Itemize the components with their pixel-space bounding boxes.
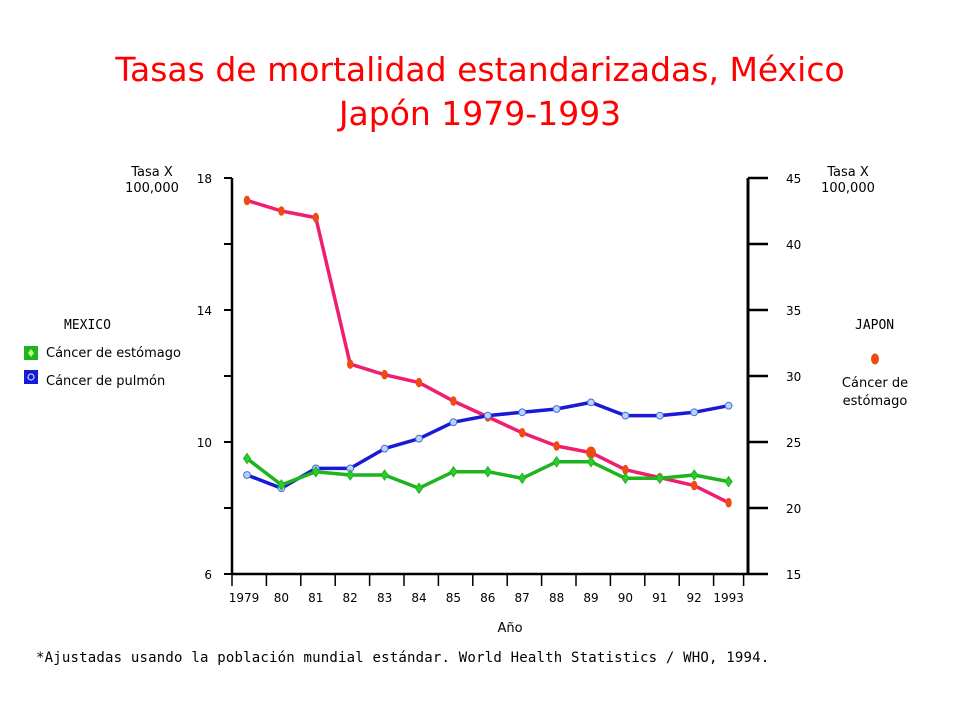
- data-point-mexico-lung: [552, 405, 561, 413]
- data-point-mexico-stomach: [311, 465, 320, 478]
- legend-stomach-swatch: [24, 346, 38, 360]
- right-axis-label-line2: 100,000: [821, 181, 875, 196]
- right-axis-tick-label: 40: [786, 238, 801, 252]
- data-point-mexico-stomach: [586, 455, 596, 468]
- legend-japan-item-line1: Cáncer de: [841, 376, 909, 391]
- footnote: *Ajustadas usando la población mundial e…: [36, 650, 770, 666]
- data-point-japan-stomach: [278, 206, 285, 216]
- data-point-mexico-stomach: [724, 475, 733, 488]
- data-point-japan-stomach: [415, 377, 423, 388]
- legend-mexico-stomach-label: Cáncer de estómago: [46, 346, 181, 361]
- right-axis-tick-label: 20: [786, 502, 801, 516]
- x-axis-tick-label: 89: [583, 591, 598, 605]
- data-point-japan-stomach: [725, 497, 732, 508]
- legend-japan-item-line2: estómago: [842, 394, 908, 409]
- data-point-mexico-stomach: [690, 469, 699, 481]
- data-point-japan-stomach: [519, 427, 526, 438]
- data-point-mexico-stomach: [346, 469, 355, 481]
- right-axis-tick-label: 35: [786, 304, 801, 318]
- left-axis-tick-label: 6: [204, 568, 212, 582]
- x-axis-tick-label: 83: [377, 591, 392, 605]
- data-point-japan-stomach: [450, 396, 457, 406]
- x-axis-tick-label: 91: [652, 591, 667, 605]
- data-point-mexico-lung: [655, 411, 664, 420]
- data-point-mexico-lung: [690, 408, 699, 417]
- x-axis-tick-label: 1993: [713, 591, 744, 605]
- data-point-mexico-stomach: [655, 472, 664, 485]
- x-axis-tick-label: 90: [618, 591, 633, 605]
- left-axis-label-line1: Tasa X: [131, 165, 173, 180]
- data-point-mexico-stomach: [518, 472, 527, 485]
- data-point-japan-stomach: [553, 441, 560, 451]
- data-point-mexico-lung: [483, 411, 492, 420]
- x-axis-tick-label: 81: [308, 591, 323, 605]
- left-axis-tick-label: 18: [197, 172, 212, 186]
- legend-mexico-heading: MEXICO: [64, 318, 111, 333]
- right-axis-tick-label: 15: [786, 568, 801, 582]
- data-point-mexico-stomach: [380, 469, 389, 481]
- data-point-mexico-stomach: [483, 465, 492, 478]
- left-axis-tick-label: 10: [197, 436, 212, 450]
- data-point-japan-stomach: [586, 446, 596, 459]
- x-axis-tick-label: 87: [515, 591, 530, 605]
- series-line-japan-stomach: [246, 198, 730, 505]
- data-point-mexico-lung: [243, 471, 251, 479]
- x-axis-tick-label: 92: [687, 591, 702, 605]
- data-point-japan-stomach: [381, 369, 388, 380]
- data-point-mexico-stomach: [414, 482, 424, 495]
- data-point-mexico-stomach: [552, 455, 561, 468]
- data-point-mexico-stomach: [242, 452, 252, 465]
- data-point-mexico-lung: [449, 418, 458, 427]
- x-axis-tick-label: 84: [411, 591, 426, 605]
- right-axis-tick-label: 45: [786, 172, 801, 186]
- x-axis-tick-label: 85: [446, 591, 461, 605]
- diamond-icon: [28, 349, 34, 357]
- data-point-japan-stomach: [347, 359, 354, 369]
- data-point-mexico-lung: [621, 411, 630, 420]
- right-axis-label-line1: Tasa X: [827, 165, 869, 180]
- x-axis-tick-label: 1979: [229, 591, 260, 605]
- data-point-mexico-stomach: [621, 472, 630, 485]
- right-axis-tick-label: 30: [786, 370, 801, 384]
- data-point-mexico-lung: [587, 398, 595, 407]
- data-point-mexico-lung: [415, 434, 423, 443]
- data-point-japan-stomach: [243, 195, 251, 206]
- chart-title-line2: Japón 1979-1993: [338, 94, 622, 133]
- data-point-mexico-lung: [724, 401, 733, 410]
- data-point-japan-stomach: [691, 480, 698, 491]
- data-point-mexico-lung: [380, 444, 389, 453]
- legend-lung-swatch: [24, 370, 38, 384]
- x-axis-tick-label: 86: [480, 591, 495, 605]
- data-point-mexico-lung: [518, 408, 527, 417]
- data-point-japan-stomach: [622, 464, 629, 475]
- circle-icon: [27, 373, 35, 381]
- left-axis-tick-label: 14: [197, 304, 212, 318]
- legend-mexico-lung-label: Cáncer de pulmón: [46, 374, 166, 389]
- data-point-mexico-stomach: [277, 479, 286, 491]
- data-point-japan-stomach: [312, 212, 319, 223]
- legend-japan-heading: JAPON: [855, 318, 895, 333]
- data-point-mexico-stomach: [449, 465, 458, 478]
- x-axis-tick-label: 88: [549, 591, 564, 605]
- right-axis-tick-label: 25: [786, 436, 801, 450]
- x-axis-tick-label: 80: [274, 591, 289, 605]
- x-axis-title: Año: [497, 621, 523, 636]
- x-axis-tick-label: 82: [343, 591, 358, 605]
- chart-title-line1: Tasas de mortalidad estandarizadas, Méxi…: [115, 50, 845, 89]
- left-axis-label-line2: 100,000: [125, 181, 179, 196]
